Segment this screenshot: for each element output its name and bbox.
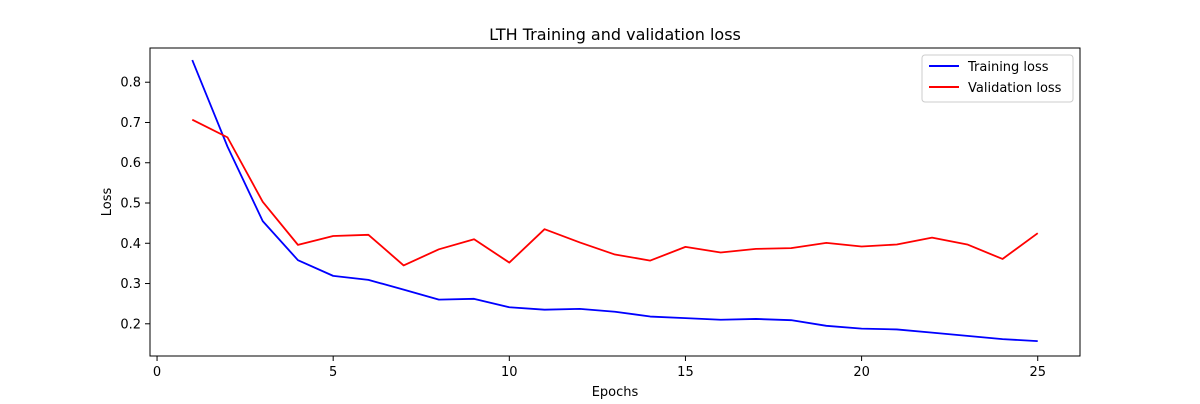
x-tick-label: 25	[1029, 365, 1046, 380]
series-line-training-loss	[191, 59, 1038, 342]
x-tick-label: 5	[329, 365, 337, 380]
y-tick-label: 0.8	[120, 76, 141, 91]
x-tick-label: 0	[153, 365, 161, 380]
y-tick-label: 0.4	[120, 237, 141, 252]
y-axis: 0.2 0.3 0.4 0.5 0.6 0.7 0.8	[120, 76, 150, 332]
y-axis-label: Loss	[100, 188, 115, 217]
y-tick-label: 0.6	[120, 156, 141, 171]
legend-label-validation-loss: Validation loss	[968, 81, 1062, 96]
legend: Training loss Validation loss	[921, 54, 1074, 103]
plot-frame	[149, 47, 1081, 357]
x-axis: 0 5 10 15 20 25	[153, 356, 1046, 380]
y-tick-label: 0.7	[120, 116, 141, 131]
x-axis-label: Epochs	[592, 385, 639, 400]
legend-label-training-loss: Training loss	[967, 60, 1049, 75]
legend-box	[921, 54, 1074, 103]
x-tick-label: 10	[501, 365, 518, 380]
y-tick-label: 0.3	[120, 277, 141, 292]
y-tick-label: 0.5	[120, 197, 141, 212]
chart-title: LTH Training and validation loss	[489, 25, 741, 44]
series-lines	[191, 59, 1039, 342]
y-tick-label: 0.2	[120, 317, 141, 332]
x-tick-label: 20	[853, 365, 870, 380]
series-line-validation-loss	[191, 118, 1039, 267]
x-tick-label: 15	[677, 365, 694, 380]
